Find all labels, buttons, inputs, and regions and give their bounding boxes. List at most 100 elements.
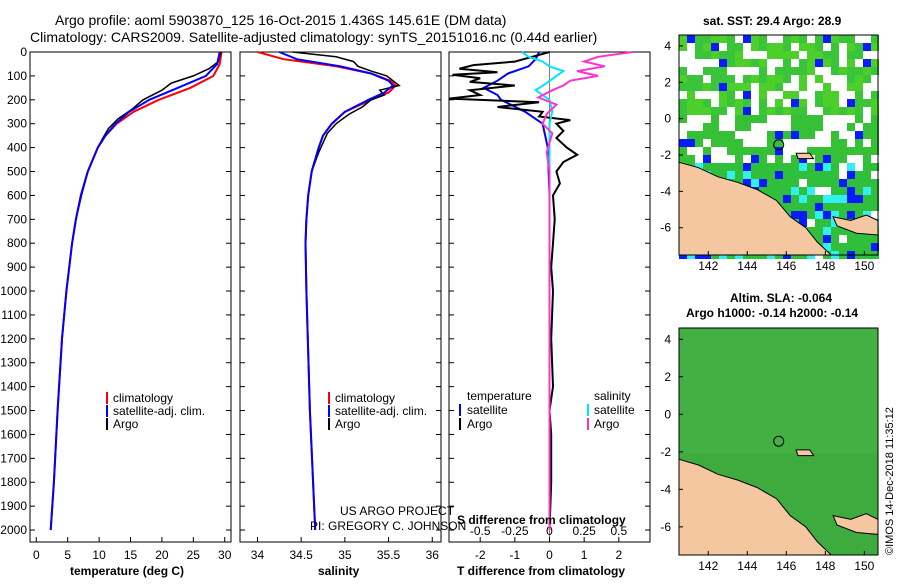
sst-pixel [831, 195, 839, 203]
sst-pixel [743, 35, 751, 43]
sst-pixel [791, 107, 799, 115]
sla-map: 142 144 146 148 150 4 2 0 -2 -4 -6 [660, 327, 879, 573]
sst-pixel [751, 163, 759, 171]
x2-tick-label: -0.25 [501, 524, 529, 538]
series-line-argo [292, 51, 401, 244]
sst-pixel [695, 107, 703, 115]
sst-pixel [863, 75, 871, 83]
sst-pixel [807, 147, 815, 155]
sst-pixel [727, 171, 735, 179]
sst-pixel [727, 139, 735, 147]
sst-pixel [727, 43, 735, 51]
sst-pixel [831, 203, 839, 211]
salinity-panel-frame [239, 51, 442, 543]
sst-pixel [719, 107, 727, 115]
sst-pixel [679, 107, 687, 115]
sst-pixel [871, 107, 879, 115]
sst-pixel [799, 187, 807, 195]
sst-pixel [791, 131, 799, 139]
series-line-satellite-adj-clim- [278, 51, 395, 531]
sst-pixel [815, 75, 823, 83]
sst-pixel [703, 67, 711, 75]
sst-pixel [799, 115, 807, 123]
sst-pixel [807, 179, 815, 187]
sst-pixel [807, 51, 815, 59]
sst-pixel [823, 155, 831, 163]
sst-pixel [727, 99, 735, 107]
sst-pixel [719, 139, 727, 147]
sst-pixel [847, 75, 855, 83]
sst-pixel [831, 67, 839, 75]
sst-pixel [711, 83, 719, 91]
map-y-tick-label: 4 [664, 39, 671, 53]
sst-pixel [775, 171, 783, 179]
sst-pixel [823, 219, 831, 227]
sst-pixel [791, 203, 799, 211]
map-frame [678, 327, 879, 556]
sst-pixel [687, 83, 695, 91]
sst-pixel [831, 219, 839, 227]
sst-pixel [743, 91, 751, 99]
sst-pixel [783, 75, 791, 83]
land-manus [795, 449, 815, 457]
sst-pixel [783, 171, 791, 179]
sst-pixel [799, 203, 807, 211]
map-y-tick-label: -4 [660, 482, 671, 496]
sst-pixel [743, 75, 751, 83]
sst-pixel [735, 115, 743, 123]
y-tick-label: 1900 [0, 499, 27, 513]
temperature-legend: climatology satellite-adj. clim. Argo [106, 391, 205, 431]
sst-pixel [735, 83, 743, 91]
sst-pixel [783, 59, 791, 67]
sst-pixel [679, 75, 687, 83]
sst-pixel [703, 51, 711, 59]
x-tick-label: 10 [92, 548, 106, 562]
sst-pixel [775, 187, 783, 195]
sst-pixel [687, 75, 695, 83]
sst-pixel [711, 115, 719, 123]
sst-pixel [863, 147, 871, 155]
sst-pixel [823, 35, 831, 43]
sst-pixel [791, 211, 799, 219]
sst-pixel [759, 147, 767, 155]
sst-pixel [847, 67, 855, 75]
sst-pixel [679, 67, 687, 75]
map-sla-label: Altim. SLA: -0.064 [730, 291, 832, 305]
sst-pixel [759, 187, 767, 195]
sst-pixel [815, 203, 823, 211]
map-y-tick-label: 0 [664, 112, 671, 126]
sst-pixel [719, 59, 727, 67]
sst-pixel [823, 235, 831, 243]
sst-pixel [783, 43, 791, 51]
sst-pixel [831, 147, 839, 155]
sst-pixel [727, 35, 735, 43]
sst-pixel [679, 43, 687, 51]
sst-pixel [759, 115, 767, 123]
sst-pixel [695, 35, 703, 43]
sst-pixel [703, 35, 711, 43]
sst-pixel [831, 35, 839, 43]
sst-pixel [855, 187, 863, 195]
sst-pixel [831, 131, 839, 139]
sst-pixel [775, 195, 783, 203]
sst-pixel [735, 171, 743, 179]
sst-pixel [703, 99, 711, 107]
sst-pixel [863, 67, 871, 75]
sst-pixel [799, 171, 807, 179]
legend-t-argo-label: Argo [467, 417, 493, 431]
sst-pixel [783, 203, 791, 211]
sst-pixel [871, 203, 879, 211]
sst-pixel [791, 163, 799, 171]
sst-pixel [783, 187, 791, 195]
sst-pixel [735, 59, 743, 67]
series-line-satellite-adj-clim- [49, 51, 221, 531]
sst-pixel [679, 35, 687, 43]
sst-pixel [791, 171, 799, 179]
sst-pixel [799, 43, 807, 51]
sst-pixel [703, 147, 711, 155]
sst-pixel [799, 75, 807, 83]
y-tick-label: 500 [7, 165, 27, 179]
sst-pixel [815, 91, 823, 99]
sst-pixel [735, 147, 743, 155]
sst-pixel [775, 67, 783, 75]
